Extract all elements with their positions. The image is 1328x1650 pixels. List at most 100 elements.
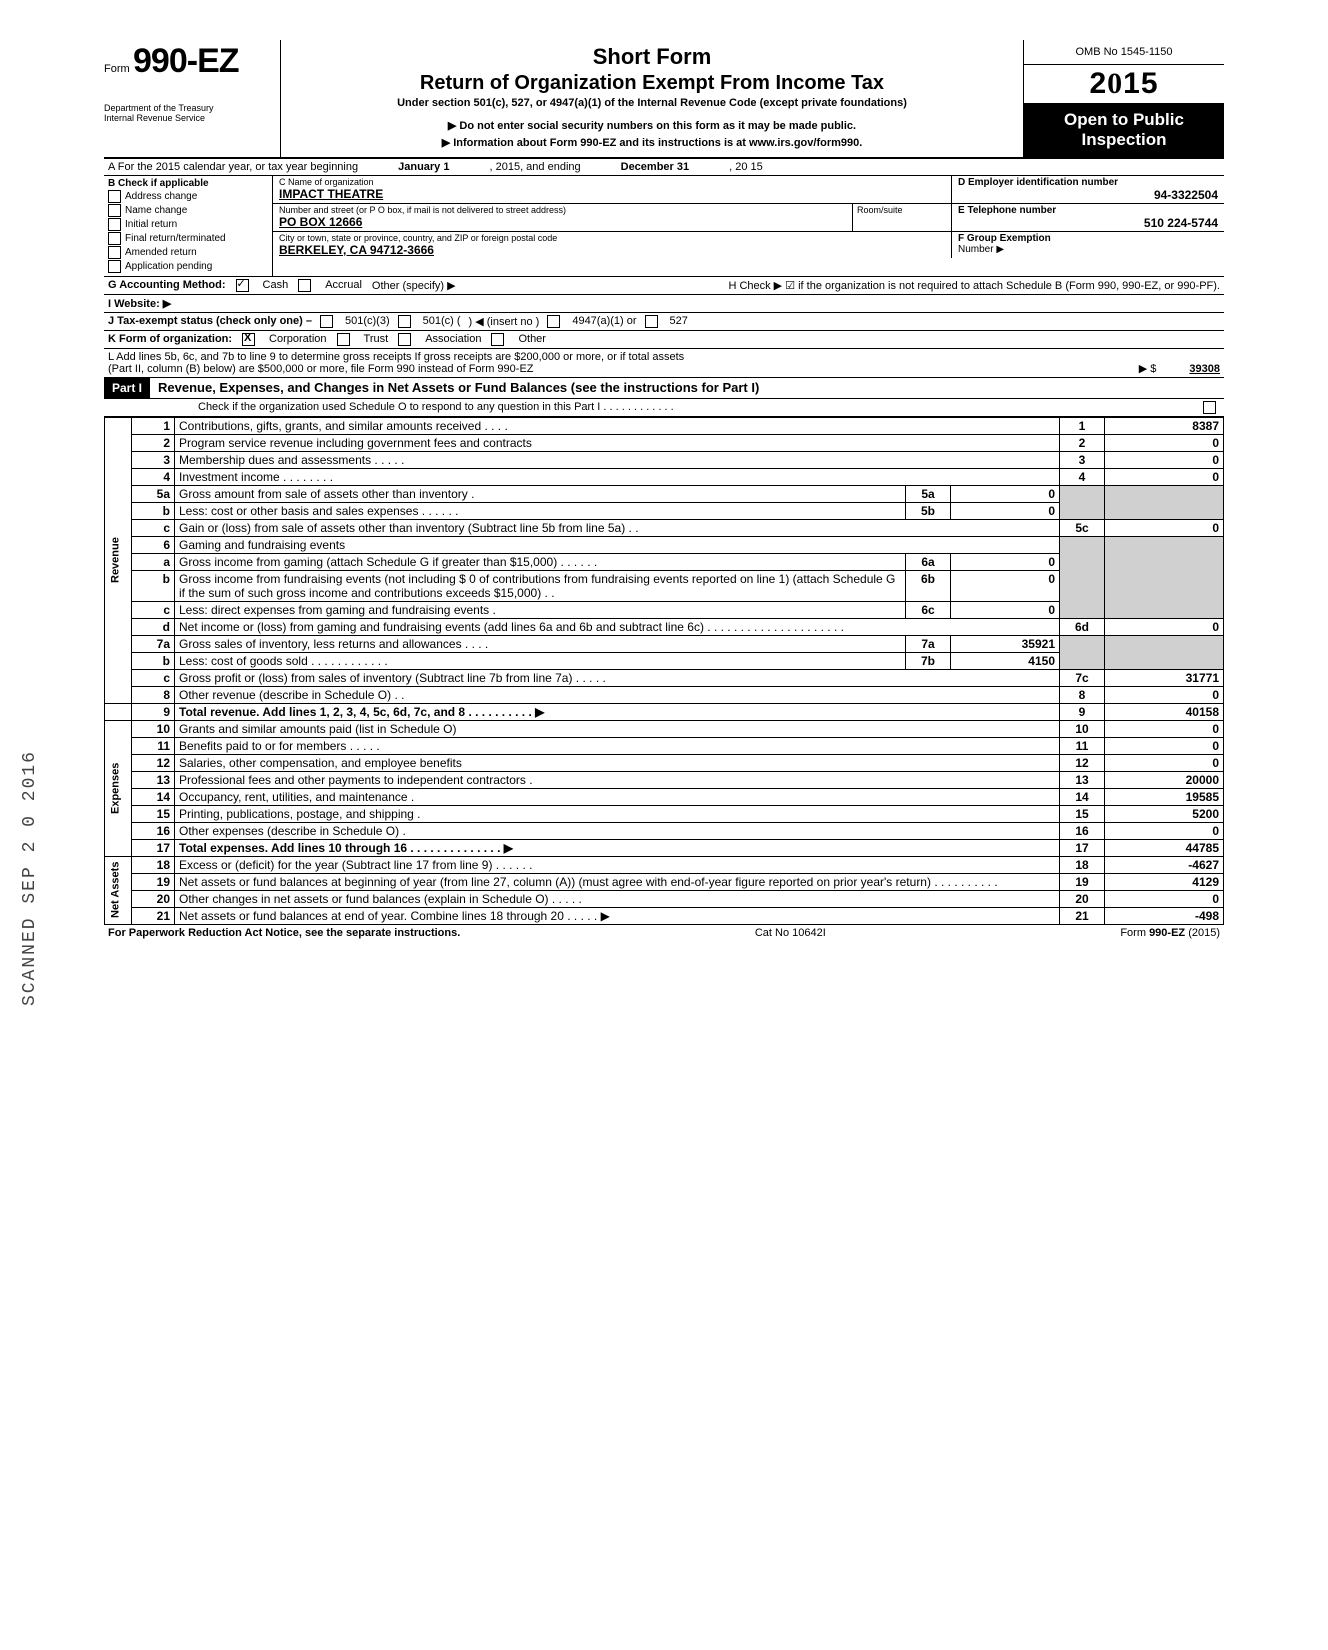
line-5b: bLess: cost or other basis and sales exp… (105, 502, 1224, 519)
line-6c: cLess: direct expenses from gaming and f… (105, 601, 1224, 618)
part-1-header: Part I Revenue, Expenses, and Changes in… (104, 378, 1224, 399)
l-text-2: (Part II, column (B) below) are $500,000… (108, 363, 1040, 375)
row-a-suffix: , 20 15 (729, 161, 763, 173)
chk-other-org[interactable] (491, 333, 504, 346)
header-left: Form 990-EZ Department of the Treasury I… (104, 40, 281, 157)
do-not-enter: ▶ Do not enter social security numbers o… (287, 119, 1017, 132)
chk-application-pending[interactable]: Application pending (108, 260, 268, 273)
chk-final-return[interactable]: Final return/terminated (108, 232, 268, 245)
room-suite: Room/suite (853, 204, 952, 231)
line-11: 11Benefits paid to or for members . . . … (105, 737, 1224, 754)
year-begin: January 1 (398, 161, 449, 173)
row-a-mid: , 2015, and ending (489, 161, 580, 173)
l-text-1: L Add lines 5b, 6c, and 7b to line 9 to … (108, 351, 1040, 363)
line-20: 20Other changes in net assets or fund ba… (105, 890, 1224, 907)
line-3: 3Membership dues and assessments . . . .… (105, 451, 1224, 468)
chk-corporation[interactable] (242, 333, 255, 346)
part-1-title: Revenue, Expenses, and Changes in Net As… (150, 380, 759, 395)
chk-address-change[interactable]: Address change (108, 190, 268, 203)
form-header: Form 990-EZ Department of the Treasury I… (104, 40, 1224, 159)
line-13: 13Professional fees and other payments t… (105, 771, 1224, 788)
ein-cell: D Employer identification number 94-3322… (952, 176, 1224, 203)
chk-4947a1[interactable] (547, 315, 560, 328)
addr-cell: Number and street (or P O box, if mail i… (273, 204, 853, 231)
l-value: 39308 (1189, 363, 1220, 375)
row-i-website: I Website: ▶ (104, 295, 1224, 313)
scanned-stamp: SCANNED SEP 2 0 2016 (20, 750, 40, 1006)
line-17: 17Total expenses. Add lines 10 through 1… (105, 839, 1224, 856)
part-1-check-row: Check if the organization used Schedule … (104, 399, 1224, 417)
chk-trust[interactable] (337, 333, 350, 346)
i-label: I Website: ▶ (108, 298, 171, 310)
line-8: 8Other revenue (describe in Schedule O) … (105, 686, 1224, 703)
tel-cell: E Telephone number 510 224-5744 (952, 204, 1224, 231)
header-middle: Short Form Return of Organization Exempt… (281, 40, 1023, 157)
row-a-tax-year: A For the 2015 calendar year, or tax yea… (104, 159, 1224, 176)
addr-label: Number and street (or P O box, if mail i… (279, 205, 846, 215)
line-7b: bLess: cost of goods sold . . . . . . . … (105, 652, 1224, 669)
return-title: Return of Organization Exempt From Incom… (287, 72, 1017, 95)
chk-name-change[interactable]: Name change (108, 204, 268, 217)
line-6a: aGross income from gaming (attach Schedu… (105, 553, 1224, 570)
line-16: 16Other expenses (describe in Schedule O… (105, 822, 1224, 839)
line-6b: bGross income from fundraising events (n… (105, 570, 1224, 601)
row-g-h: G Accounting Method: Cash Accrual Other … (104, 277, 1224, 295)
line-14: 14Occupancy, rent, utilities, and mainte… (105, 788, 1224, 805)
line-5c: cGain or (loss) from sale of assets othe… (105, 519, 1224, 536)
form-990ez-page: Form 990-EZ Department of the Treasury I… (104, 40, 1224, 941)
h-text: H Check ▶ ☑ if the organization is not r… (728, 279, 1220, 292)
line-12: 12Salaries, other compensation, and empl… (105, 754, 1224, 771)
chk-schedule-o[interactable] (1203, 401, 1216, 414)
chk-accrual[interactable] (298, 279, 311, 292)
other-specify: Other (specify) ▶ (372, 279, 456, 292)
line-2: 2Program service revenue including gover… (105, 434, 1224, 451)
line-7c: cGross profit or (loss) from sales of in… (105, 669, 1224, 686)
column-b: B Check if applicable Address change Nam… (104, 176, 273, 276)
accrual-label: Accrual (325, 279, 362, 291)
org-name-label: C Name of organization (279, 177, 945, 187)
column-cd: C Name of organization IMPACT THEATRE D … (273, 176, 1224, 276)
chk-amended-return[interactable]: Amended return (108, 246, 268, 259)
chk-501c3[interactable] (320, 315, 333, 328)
section-bcd: B Check if applicable Address change Nam… (104, 176, 1224, 277)
f-label: F Group Exemption (958, 233, 1218, 244)
row-l-gross-receipts: L Add lines 5b, 6c, and 7b to line 9 to … (104, 349, 1224, 378)
expenses-side-label: Expenses (105, 720, 132, 856)
part-1-check-text: Check if the organization used Schedule … (198, 401, 1203, 414)
ein-label: D Employer identification number (958, 177, 1218, 188)
info-about: ▶ Information about Form 990-EZ and its … (287, 136, 1017, 149)
open-to-public: Open to Public Inspection (1024, 104, 1224, 157)
form-label: Form (104, 63, 130, 75)
line-4: 4Investment income . . . . . . . .40 (105, 468, 1224, 485)
line-21: 21Net assets or fund balances at end of … (105, 907, 1224, 924)
cash-label: Cash (263, 279, 289, 291)
tel-value: 510 224-5744 (958, 216, 1218, 230)
f-label-2: Number ▶ (958, 244, 1218, 255)
line-6: 6Gaming and fundraising events (105, 536, 1224, 553)
k-label: K Form of organization: (108, 333, 232, 345)
line-6d: dNet income or (loss) from gaming and fu… (105, 618, 1224, 635)
tel-label: E Telephone number (958, 205, 1218, 216)
row-a-prefix: A For the 2015 calendar year, or tax yea… (108, 161, 358, 173)
addr-value: PO BOX 12666 (279, 215, 846, 229)
line-10: Expenses10Grants and similar amounts pai… (105, 720, 1224, 737)
footer-right: Form 990-EZ (2015) (1120, 927, 1220, 939)
header-right: OMB No 1545-1150 2015 Open to Public Ins… (1023, 40, 1224, 157)
chk-527[interactable] (645, 315, 658, 328)
line-9: 9Total revenue. Add lines 1, 2, 3, 4, 5c… (105, 703, 1224, 720)
chk-501c[interactable] (398, 315, 411, 328)
row-k-form-of-org: K Form of organization: Corporation Trus… (104, 331, 1224, 349)
line-5a: 5aGross amount from sale of assets other… (105, 485, 1224, 502)
footer-left: For Paperwork Reduction Act Notice, see … (108, 927, 460, 939)
part-1-label: Part I (104, 378, 150, 398)
city-cell: City or town, state or province, country… (273, 232, 952, 258)
dept-line-2: Internal Revenue Service (104, 114, 274, 124)
netassets-side-label: Net Assets (105, 856, 132, 924)
chk-cash[interactable] (236, 279, 249, 292)
tax-year-box: 2015 (1024, 65, 1224, 104)
treasury-dept: Department of the Treasury Internal Reve… (104, 104, 274, 124)
chk-initial-return[interactable]: Initial return (108, 218, 268, 231)
b-label: B Check if applicable (108, 178, 268, 189)
chk-association[interactable] (398, 333, 411, 346)
line-19: 19Net assets or fund balances at beginni… (105, 873, 1224, 890)
